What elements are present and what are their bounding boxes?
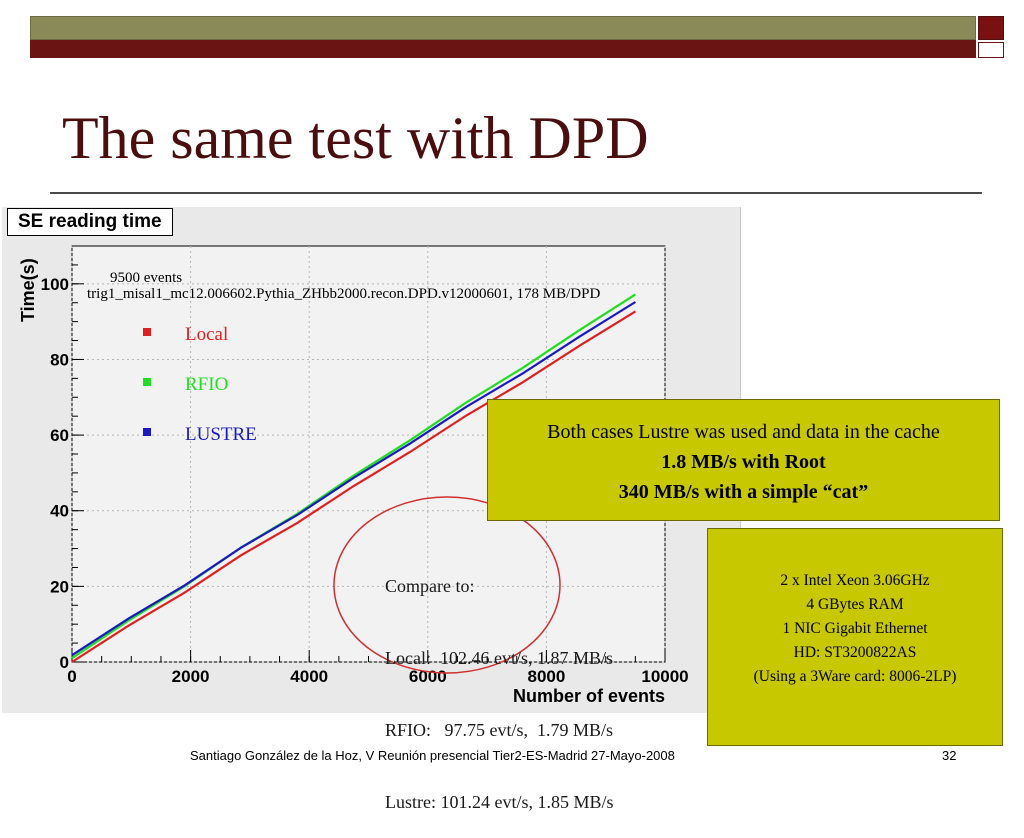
x-tick-label: 6000 (409, 667, 447, 686)
hw-raid-card: (Using a 3Ware card: 8006-2LP) (753, 668, 957, 685)
x-tick-label: 4000 (290, 667, 328, 686)
header-square-filled (978, 16, 1004, 40)
legend-swatch-rfio (143, 378, 151, 386)
highlight-circle (333, 496, 561, 674)
legend-layer: Local RFIO LUSTRE (143, 324, 257, 445)
series-line-lustre (71, 301, 636, 657)
title-divider (50, 192, 982, 194)
y-tick-label: 80 (50, 350, 69, 369)
x-tick-label: 0 (67, 667, 76, 686)
annotation-events: 9500 events (110, 270, 182, 286)
annotation-dataset: trig1_misal1_mc12.006602.Pythia_ZHbb2000… (87, 286, 600, 302)
y-tick-label: 0 (60, 653, 69, 672)
header-bar (30, 16, 976, 40)
compare-line-rfio: RFIO: 97.75 evt/s, 1.79 MB/s (385, 720, 614, 740)
legend-label-local: Local (185, 324, 228, 345)
hw-nic: 1 NIC Gigabit Ethernet (782, 620, 928, 637)
page-number: 32 (942, 748, 957, 763)
slide-footer: Santiago González de la Hoz, V Reunión p… (190, 748, 675, 763)
x-tick-label: 2000 (172, 667, 210, 686)
x-axis-label: Number of events (513, 686, 665, 706)
x-tick-label: 8000 (527, 667, 565, 686)
slide-title: The same test with DPD (62, 105, 649, 171)
y-tick-label: 60 (50, 426, 69, 445)
cache-callout: Both cases Lustre was used and data in t… (487, 399, 1000, 521)
se-reading-time-chart: Local RFIO LUSTRE 0 2000 4000 6000 8000 10000 0 2… (18, 245, 689, 706)
series-line-local (71, 310, 636, 663)
axes-layer (71, 245, 666, 663)
y-tick-label: 100 (41, 275, 69, 294)
cache-callout-line3: 340 MB/s with a simple “cat” (618, 481, 869, 503)
cache-callout-line1: Both cases Lustre was used and data in t… (547, 421, 940, 443)
cache-callout-line2: 1.8 MB/s with Root (661, 451, 826, 473)
header-band (30, 40, 976, 58)
legend-label-rfio: RFIO (185, 374, 228, 395)
hardware-callout: 2 x Intel Xeon 3.06GHz 4 GBytes RAM 1 NI… (707, 528, 1003, 746)
hw-cpu: 2 x Intel Xeon 3.06GHz (780, 572, 930, 589)
y-tick-label: 20 (50, 577, 69, 596)
hw-ram: 4 GBytes RAM (806, 596, 904, 613)
y-tick-label: 40 (50, 502, 69, 521)
series-layer (71, 293, 636, 663)
compare-line-lustre: Lustre: 101.24 evt/s, 1.85 MB/s (385, 792, 614, 812)
label-layer: 0 2000 4000 6000 8000 10000 0 20 40 60 80 100 Number… (18, 258, 689, 706)
hw-disk: HD: ST3200822AS (793, 644, 917, 661)
x-tick-label: 10000 (641, 667, 688, 686)
legend-swatch-lustre (143, 428, 151, 436)
chart-title: SE reading time (7, 208, 173, 236)
compare-block: Compare to: Local: 102.46 evt/s, 1.87 MB… (385, 526, 614, 838)
compare-line-local: Local: 102.46 evt/s, 1.87 MB/s (385, 648, 613, 668)
compare-heading: Compare to: (385, 576, 475, 596)
legend-swatch-local (143, 328, 151, 336)
y-axis-label: Time(s) (18, 258, 38, 322)
legend-label-lustre: LUSTRE (185, 424, 257, 445)
header-square-outline (978, 42, 1004, 58)
